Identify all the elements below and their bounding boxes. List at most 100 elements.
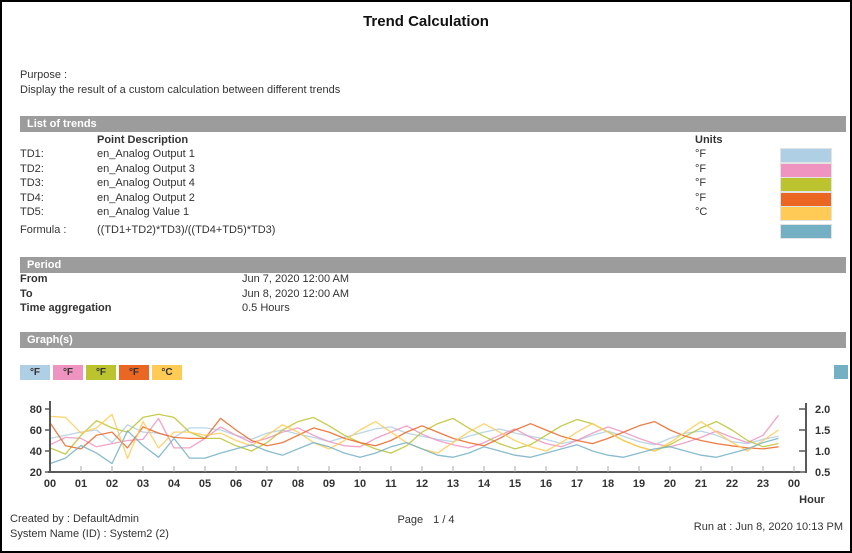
section-header-list-of-trends: List of trends [20,116,846,132]
trend-units: °F [695,177,707,189]
footer-page-value: 1 / 4 [433,514,455,526]
trend-table-header: Point Description Units [20,134,846,148]
footer-system-name: System Name (ID) : System2 (2) [10,528,169,540]
x-axis-tick-label: 11 [385,478,397,490]
right-y-axis-tick-label: 2.0 [815,404,830,416]
x-axis-tick-label: 06 [230,478,242,490]
legend-item: °C [152,365,182,380]
trend-id: TD1: [20,148,44,160]
column-header-point-description: Point Description [97,134,189,146]
purpose-block: Purpose : Display the result of a custom… [20,68,340,98]
chart-series-line [49,414,780,449]
x-axis-tick-label: 14 [478,478,491,490]
x-axis-tick-label: 03 [137,478,149,490]
period-to-label: To [20,287,33,300]
purpose-text: Display the result of a custom calculati… [20,84,341,96]
chart-series-line [49,424,779,446]
trend-description: en_Analog Output 1 [97,148,195,160]
x-axis-tick-label: 13 [447,478,459,490]
trend-color-swatch [780,162,832,178]
trend-units: °F [695,191,707,204]
trend-row: TD2: en_Analog Output 3 °F [20,162,846,178]
trend-row: TD5: en_Analog Value 1 °C [20,206,846,221]
chart-series-line [49,430,779,465]
trend-units: °C [695,206,708,218]
formula-label: Formula : [20,224,67,236]
section-header-graphs: Graph(s) [20,332,846,348]
x-axis-tick-label: 12 [416,478,428,490]
x-axis-tick-label: 05 [199,478,211,490]
trend-units: °F [695,148,707,160]
period-row-to: To Jun 8, 2020 12:00 AM [20,288,846,303]
trend-id: TD5: [20,206,44,218]
x-axis-tick-label: 23 [757,478,769,490]
column-header-units: Units [695,134,723,146]
left-y-axis-tick-label: 60 [30,425,42,437]
trend-color-swatch [780,191,832,207]
trend-id: TD4: [20,191,44,204]
right-y-axis-tick-label: 1.0 [815,446,830,458]
x-axis-tick-label: 00 [44,478,56,490]
legend-item: °F [53,365,83,380]
formula-row: Formula : ((TD1+TD2)*TD3)/((TD4+TD5)*TD3… [20,224,846,239]
x-axis-tick-label: 18 [602,478,614,490]
footer-run-at: Run at : Jun 8, 2020 10:13 PM [693,521,843,533]
legend-item: °F [20,365,50,380]
left-y-axis-tick-label: 20 [30,467,42,479]
x-axis-tick-label: 09 [323,478,335,490]
x-axis-tick-label: 02 [106,478,118,490]
page-title: Trend Calculation [363,13,489,30]
x-axis-tick-label: 07 [261,478,273,490]
x-axis-tick-label: 17 [571,478,583,490]
legend-item: °F [119,365,149,380]
trend-row: TD1: en_Analog Output 1 °F [20,148,846,163]
legend-formula-swatch [834,365,848,379]
footer-created-by: Created by : DefaultAdmin [10,513,140,525]
formula-color-swatch [780,224,832,239]
period-row-time-aggregation: Time aggregation 0.5 Hours [20,302,846,317]
period-to-value: Jun 8, 2020 12:00 AM [242,287,350,300]
x-axis-tick-label: 08 [292,478,304,490]
x-axis-tick-label: 10 [354,478,366,490]
period-aggregation-value: 0.5 Hours [242,302,290,314]
x-axis-tick-label: 00 [788,478,800,490]
trend-color-swatch [780,177,832,192]
period-table: From Jun 7, 2020 12:00 AM To Jun 8, 2020… [20,273,846,317]
period-aggregation-label: Time aggregation [20,302,112,314]
x-axis-tick-label: 21 [695,478,707,490]
x-axis-title: Hour [799,494,825,506]
period-row-from: From Jun 7, 2020 12:00 AM [20,273,846,288]
trend-description: en_Analog Output 2 [97,191,195,204]
trend-id: TD2: [20,162,44,175]
trend-description: en_Analog Value 1 [97,206,190,218]
formula-value: ((TD1+TD2)*TD3)/((TD4+TD5)*TD3) [97,224,276,236]
x-axis-tick-label: 16 [540,478,552,490]
trend-description: en_Analog Output 4 [97,177,195,189]
trend-color-swatch [780,206,832,221]
x-axis-tick-label: 04 [168,478,181,490]
chart-series-line [49,413,779,455]
x-axis-tick-label: 19 [633,478,645,490]
trend-description: en_Analog Output 3 [97,162,195,175]
trend-table-body: TD1: en_Analog Output 1 °F TD2: en_Analog Ou… [20,148,846,221]
footer-page-label: Page [397,514,424,526]
trend-units: °F [695,162,707,175]
right-y-axis-tick-label: 0.5 [815,467,830,479]
right-y-axis-tick-label: 1.5 [815,425,830,437]
trend-color-swatch [780,148,832,163]
period-from-label: From [20,273,48,285]
section-header-period: Period [20,257,846,273]
footer-page-number: Page 1 / 4 [2,514,850,526]
period-from-value: Jun 7, 2020 12:00 AM [242,273,350,285]
x-axis-tick-label: 22 [726,478,738,490]
x-axis-tick-label: 01 [75,478,87,490]
left-y-axis-tick-label: 40 [30,446,42,458]
trend-id: TD3: [20,177,44,189]
purpose-label: Purpose : [20,69,68,81]
chart-legend: °F °F °F °F °C [20,365,182,380]
left-y-axis-tick-label: 80 [30,404,42,416]
x-axis-tick-label: 15 [509,478,521,490]
chart-series-line [49,413,779,460]
x-axis-tick-label: 20 [664,478,676,490]
